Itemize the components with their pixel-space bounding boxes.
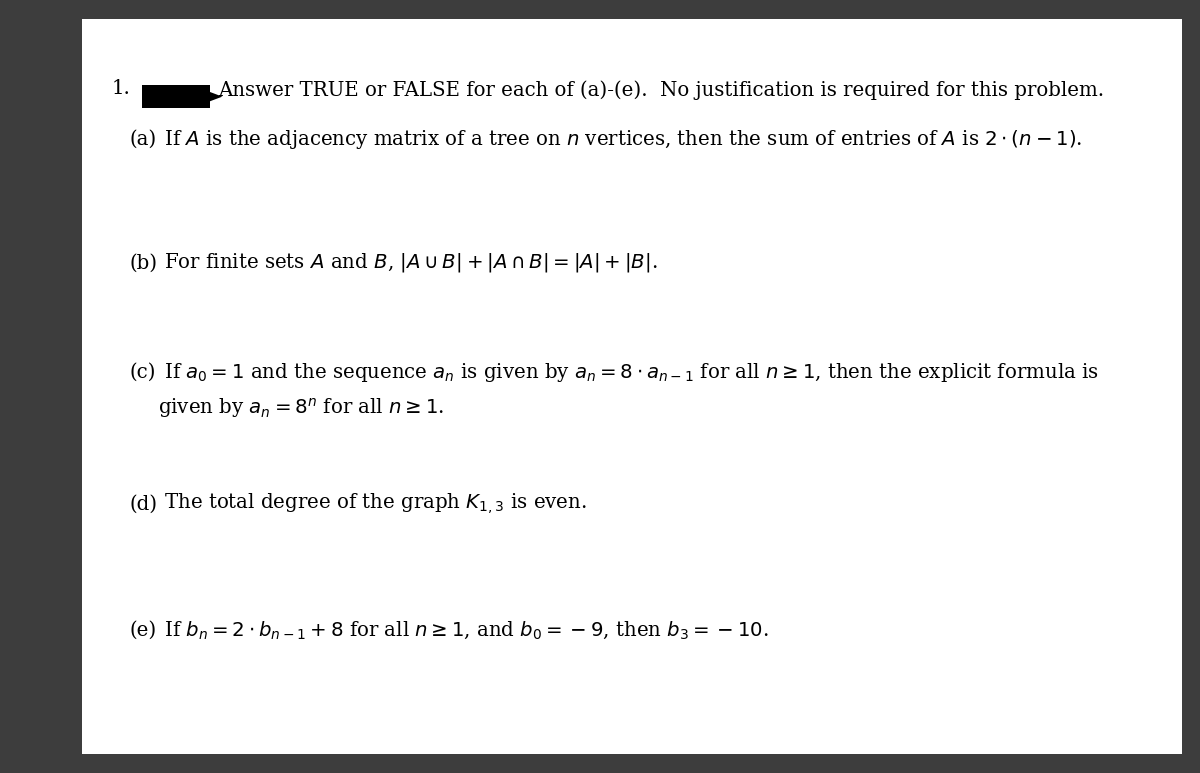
Text: (d): (d) [130,495,157,513]
Text: For finite sets $A$ and $B$, $|A \cup B| + |A \cap B| = |A| + |B|$.: For finite sets $A$ and $B$, $|A \cup B|… [158,251,658,274]
Text: If $A$ is the adjacency matrix of a tree on $n$ vertices, then the sum of entrie: If $A$ is the adjacency matrix of a tree… [158,128,1082,151]
Text: If $a_0 = 1$ and the sequence $a_n$ is given by $a_n = 8 \cdot a_{n-1}$ for all : If $a_0 = 1$ and the sequence $a_n$ is g… [158,361,1099,384]
Text: (a): (a) [130,130,157,148]
Text: The total degree of the graph $K_{1,3}$ is even.: The total degree of the graph $K_{1,3}$ … [158,492,587,516]
Bar [142,85,210,108]
FancyBboxPatch shape [82,19,1182,754]
Text: given by $a_n = 8^n$ for all $n \geq 1$.: given by $a_n = 8^n$ for all $n \geq 1$. [158,396,445,421]
Text: If $b_n = 2 \cdot b_{n-1} + 8$ for all $n \geq 1$, and $b_0 = -9$, then $b_3 = -: If $b_n = 2 \cdot b_{n-1} + 8$ for all $… [158,619,769,641]
Polygon shape [210,92,222,101]
Text: 1.: 1. [112,80,131,98]
Text: (b): (b) [130,254,157,272]
Text: (c): (c) [130,363,156,382]
Text: (e): (e) [130,621,157,639]
Text: Answer TRUE or FALSE for each of (a)-(e).  No justification is required for this: Answer TRUE or FALSE for each of (a)-(e)… [218,80,1104,100]
